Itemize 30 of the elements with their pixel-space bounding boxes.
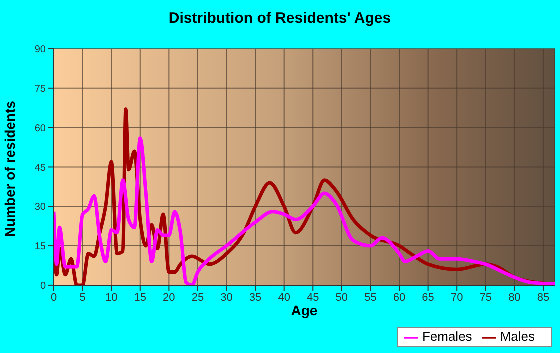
x-tick-label: 70 xyxy=(450,292,464,304)
x-tick-label: 60 xyxy=(393,292,406,304)
y-tick-label: 60 xyxy=(34,123,46,134)
chart-title: Distribution of Residents' Ages xyxy=(168,10,392,27)
y-tick-label: 15 xyxy=(34,242,46,253)
x-tick-label: 35 xyxy=(249,292,262,304)
x-tick-label: 75 xyxy=(480,292,492,304)
x-tick-label: 20 xyxy=(163,292,176,304)
x-tick-label: 45 xyxy=(307,292,320,304)
x-tick-label: 10 xyxy=(105,292,118,304)
y-tick-label: 75 xyxy=(34,84,46,95)
x-tick-label: 80 xyxy=(508,292,521,304)
x-tick-label: 30 xyxy=(220,292,233,304)
x-tick-label: 40 xyxy=(278,292,290,304)
y-tick-label: 90 xyxy=(34,44,46,56)
x-tick-label: 25 xyxy=(192,292,204,304)
x-tick-label: 55 xyxy=(364,292,377,304)
x-tick-label: 85 xyxy=(537,292,550,304)
y-tick-label: 30 xyxy=(34,202,46,214)
x-axis-title: Age xyxy=(291,302,318,318)
y-tick-label: 0 xyxy=(40,280,46,292)
x-tick-label: 5 xyxy=(80,292,86,304)
x-tick-label: 65 xyxy=(422,292,434,304)
legend-label: Males xyxy=(500,329,535,344)
x-tick-label: 15 xyxy=(134,292,147,304)
x-tick-label: 0 xyxy=(50,292,58,304)
legend-label: Females xyxy=(422,329,472,344)
y-axis-title: Number of residents xyxy=(2,100,18,238)
x-tick-label: 50 xyxy=(336,292,348,304)
y-tick-label: 45 xyxy=(34,162,46,174)
